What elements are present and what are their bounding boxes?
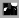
Text: O: O	[0, 5, 14, 18]
Text: H: H	[0, 0, 11, 11]
Bar	[0, 0, 19, 7]
FancyBboxPatch shape	[9, 7, 11, 9]
FancyBboxPatch shape	[14, 5, 15, 6]
Ellipse shape	[13, 10, 15, 12]
FancyBboxPatch shape	[14, 6, 15, 7]
FancyBboxPatch shape	[11, 11, 13, 12]
Text: HO: HO	[0, 0, 4, 4]
Text: OCH$_3$: OCH$_3$	[6, 0, 19, 13]
Text: PUFAs-OOH: PUFAs-OOH	[16, 0, 19, 18]
FancyBboxPatch shape	[6, 10, 8, 11]
Text: HO: HO	[0, 5, 19, 18]
FancyBboxPatch shape	[14, 7, 15, 8]
Text: H: H	[0, 0, 10, 11]
Text: Cystine: Cystine	[0, 0, 19, 3]
Text: H: H	[0, 0, 10, 12]
Text: O: O	[7, 0, 19, 4]
Circle shape	[3, 7, 10, 14]
Polygon shape	[3, 11, 6, 14]
Text: O: O	[0, 4, 14, 18]
Text: O: O	[6, 0, 19, 3]
Text: OH: OH	[0, 0, 19, 3]
FancyBboxPatch shape	[11, 10, 13, 11]
Text: PUFAs-OH: PUFAs-OH	[16, 0, 19, 18]
FancyBboxPatch shape	[12, 12, 16, 14]
Text: Glutamate: Glutamate	[0, 0, 19, 3]
Text: Glutamate: Glutamate	[0, 8, 19, 18]
Text: SLC3A2: SLC3A2	[15, 0, 19, 18]
Bar	[0, 7, 19, 18]
FancyBboxPatch shape	[1, 5, 4, 6]
FancyBboxPatch shape	[1, 11, 3, 12]
Text: Cysteine: Cysteine	[0, 9, 19, 18]
Text: Cystine: Cystine	[0, 8, 19, 18]
Text: H: H	[0, 0, 11, 12]
Text: O: O	[0, 0, 4, 13]
